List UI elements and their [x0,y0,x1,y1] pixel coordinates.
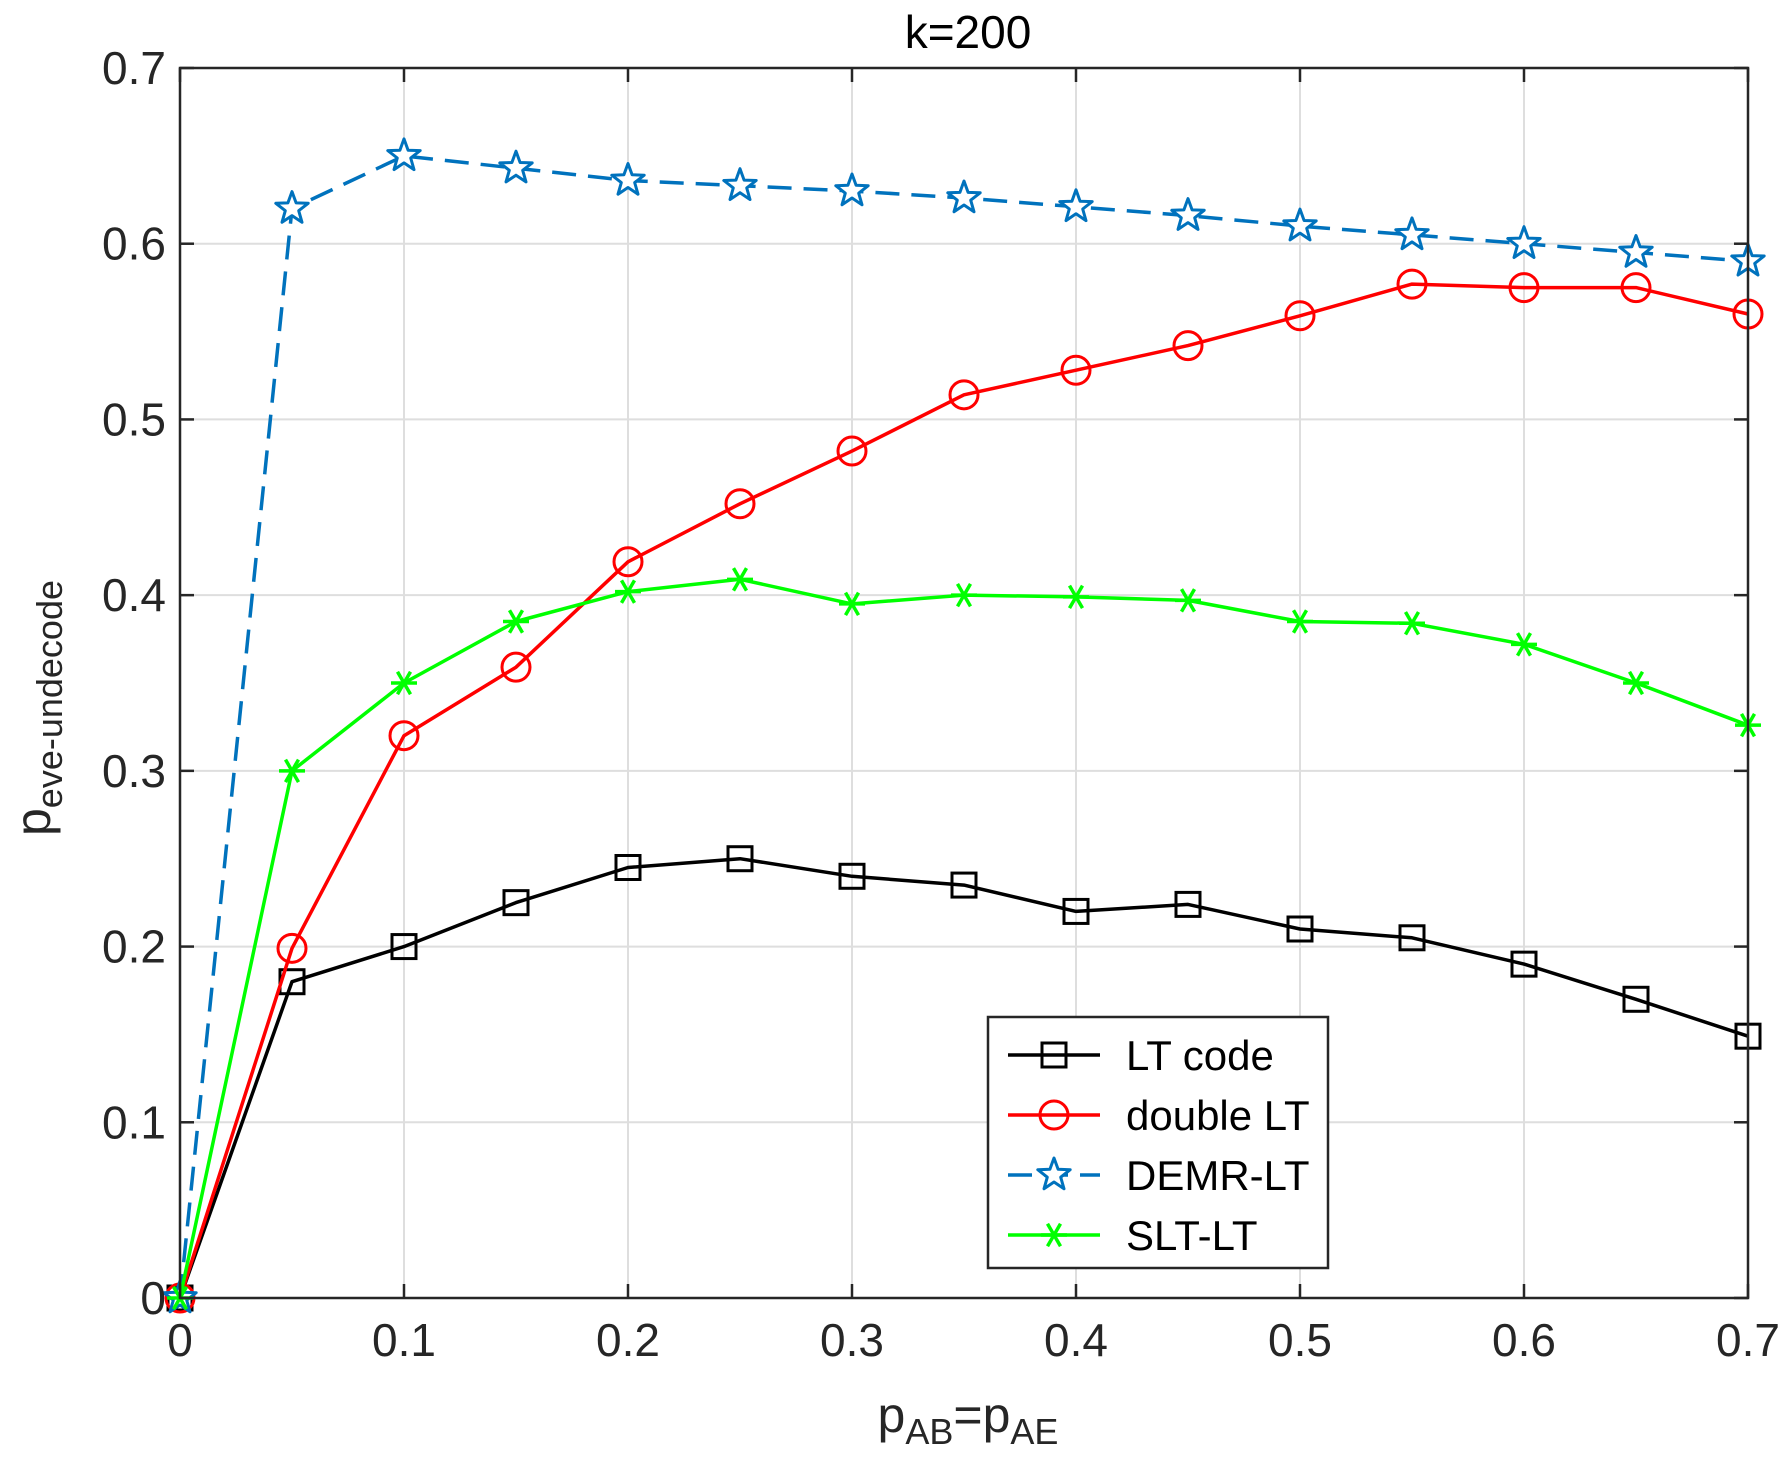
chart-title: k=200 [905,6,1032,58]
data-point-lt-code [614,854,642,881]
x-tick-label: 0.4 [1044,1314,1108,1366]
ticks: 0 0.1 0.2 0.3 0.4 0.5 0.6 0.7 0 0.1 0.2 0.3 0.4 0.5 0.… [102,42,1780,1366]
data-point-slt-lt [503,609,529,634]
legend-box [986,1015,1330,1270]
data-point-slt-lt [839,591,865,617]
data-point-lt-code [1286,915,1314,943]
data-point-lt-code [390,933,418,961]
series-line-double-lt [178,282,1749,1299]
data-point-slt-lt [951,583,977,608]
y-tick-label: 0 [140,1272,166,1324]
data-point-slt-lt [1063,584,1089,610]
y-tick-label: 0.6 [102,218,166,270]
legend-label: double LT [1126,1092,1310,1139]
x-tick-label: 0.5 [1268,1314,1332,1366]
y-tick-label: 0.7 [102,42,166,94]
data-point-slt-lt [391,670,417,696]
series-demr-lt [162,137,1766,1314]
legend-marker [1038,1099,1070,1131]
legend-marker [1041,1222,1067,1248]
data-point-slt-lt [1287,609,1313,634]
data-point-double-lt [1172,330,1204,362]
series-line-lt-code [178,856,1749,1299]
data-point-lt-code [950,871,978,899]
legend-label: SLT-LT [1126,1212,1257,1259]
y-tick-label: 0.1 [102,1096,166,1148]
data-point-lt-code [1398,924,1426,952]
y-tick-label: 0.5 [102,393,166,445]
legend-marker [1040,1041,1068,1069]
data-point-lt-code [1174,890,1202,918]
data-point-double-lt [948,379,980,411]
data-point-demr-lt [1394,216,1430,251]
data-point-demr-lt [722,167,758,201]
legend-item-lt-code: LT code [1008,1032,1274,1079]
data-point-lt-code [1062,897,1090,925]
data-point-slt-lt [1623,670,1649,696]
data-point-lt-code [1622,985,1650,1013]
data-point-double-lt [612,546,644,578]
data-point-double-lt [1508,272,1540,304]
data-point-demr-lt [1506,225,1542,259]
data-point-double-lt [724,488,756,520]
y-axis-label: peve-undecode [5,580,70,836]
legend-item-double-lt: double LT [1008,1092,1310,1139]
data-point-double-lt [1284,300,1316,332]
data-point-lt-code [726,845,754,873]
data-point-slt-lt [1399,611,1425,636]
y-tick-label: 0.4 [102,569,166,621]
legend-item-demr-lt: DEMR-LT [1008,1152,1310,1199]
data-point-demr-lt [610,162,646,196]
y-tick-label: 0.2 [102,921,166,973]
data-point-slt-lt [615,579,641,604]
data-point-demr-lt [274,190,310,224]
data-point-demr-lt [386,137,422,172]
x-axis-label: pAB=pAE [878,1387,1059,1452]
data-point-slt-lt [1175,588,1201,613]
data-point-demr-lt [946,179,982,214]
x-tick-label: 0.2 [596,1314,660,1366]
x-tick-label: 0.7 [1716,1314,1780,1366]
x-tick-label: 0 [167,1314,193,1366]
x-tick-label: 0.6 [1492,1314,1556,1366]
x-tick-label: 0.3 [820,1314,884,1366]
data-point-slt-lt [727,567,753,592]
plot-frame [178,66,1750,1300]
x-tick-label: 0.1 [372,1314,436,1366]
y-tick-label: 0.3 [102,745,166,797]
data-point-lt-code [838,862,866,890]
data-point-slt-lt [1511,632,1537,657]
legend-label: LT code [1126,1032,1274,1079]
data-point-slt-lt [279,758,305,783]
data-point-double-lt [1060,354,1092,386]
legend-marker [1036,1156,1072,1191]
legend-item-slt-lt: SLT-LT [1008,1212,1257,1259]
data-point-lt-code [1510,950,1538,978]
data-point-double-lt [388,720,420,752]
data-point-double-lt [836,435,868,467]
data-point-double-lt [276,932,308,964]
legend: LT code double LT DEMR-LT SLT-LT [986,1015,1330,1270]
data-point-demr-lt [1058,188,1094,223]
legend-label: DEMR-LT [1126,1152,1310,1199]
data-point-lt-code [502,889,530,917]
data-point-double-lt [1396,268,1428,300]
data-point-demr-lt [1618,234,1654,268]
data-point-double-lt [1620,272,1652,304]
data-point-demr-lt [1282,207,1318,242]
data-point-demr-lt [834,172,870,207]
data-point-double-lt [500,651,532,683]
data-point-demr-lt [1170,197,1206,231]
data-point-demr-lt [498,149,534,184]
